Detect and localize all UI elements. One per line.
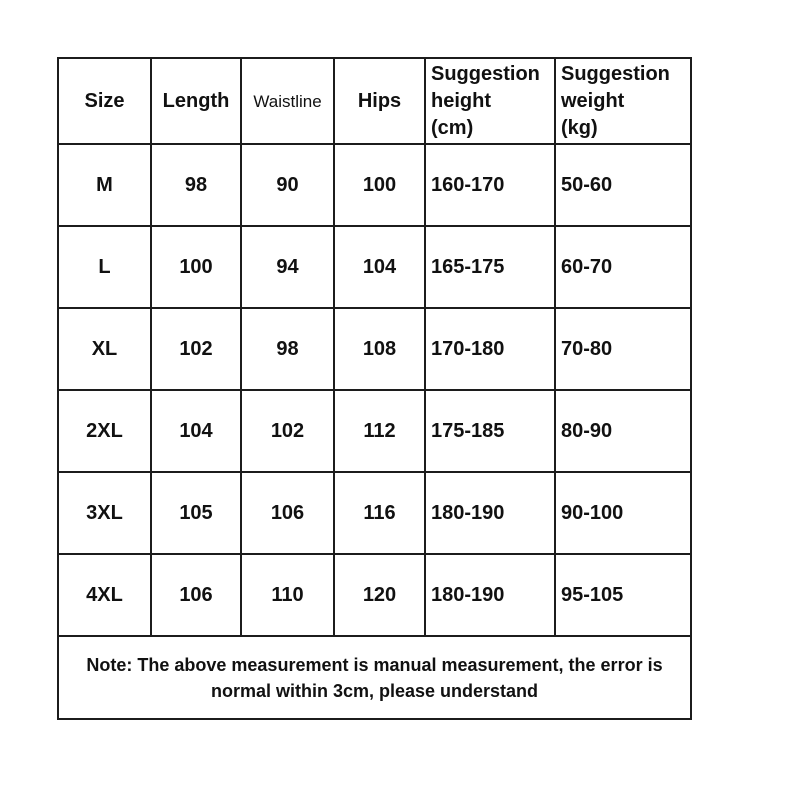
cell-length: 104 <box>150 389 242 473</box>
cell-suggestion-height: 180-190 <box>424 553 556 637</box>
cell-size: L <box>57 225 152 309</box>
table-row: M 98 90 100 160-170 50-60 <box>57 143 692 227</box>
cell-suggestion-weight: 60-70 <box>554 225 692 309</box>
cell-suggestion-weight: 95-105 <box>554 553 692 637</box>
cell-waistline: 102 <box>240 389 335 473</box>
cell-hips: 116 <box>333 471 426 555</box>
cell-suggestion-height: 170-180 <box>424 307 556 391</box>
cell-waistline: 110 <box>240 553 335 637</box>
header-row: Size Length Waistline Hips Suggestion he… <box>57 57 692 145</box>
cell-size: XL <box>57 307 152 391</box>
cell-hips: 120 <box>333 553 426 637</box>
cell-suggestion-weight: 80-90 <box>554 389 692 473</box>
table-row: L 100 94 104 165-175 60-70 <box>57 225 692 309</box>
table-row: 2XL 104 102 112 175-185 80-90 <box>57 389 692 473</box>
table-footer: Note: The above measurement is manual me… <box>57 635 692 720</box>
cell-suggestion-weight: 90-100 <box>554 471 692 555</box>
table-header: Size Length Waistline Hips Suggestion he… <box>57 57 692 145</box>
cell-hips: 104 <box>333 225 426 309</box>
cell-hips: 112 <box>333 389 426 473</box>
col-header-suggestion-weight: Suggestion weight (kg) <box>554 57 692 145</box>
note-cell: Note: The above measurement is manual me… <box>57 635 692 720</box>
cell-length: 105 <box>150 471 242 555</box>
table-row: 4XL 106 110 120 180-190 95-105 <box>57 553 692 637</box>
cell-waistline: 90 <box>240 143 335 227</box>
col-header-waistline: Waistline <box>240 57 335 145</box>
col-header-suggestion-height: Suggestion height (cm) <box>424 57 556 145</box>
cell-hips: 108 <box>333 307 426 391</box>
cell-size: M <box>57 143 152 227</box>
cell-suggestion-height: 165-175 <box>424 225 556 309</box>
cell-suggestion-weight: 70-80 <box>554 307 692 391</box>
cell-length: 98 <box>150 143 242 227</box>
cell-waistline: 94 <box>240 225 335 309</box>
cell-waistline: 106 <box>240 471 335 555</box>
cell-suggestion-height: 180-190 <box>424 471 556 555</box>
note-row: Note: The above measurement is manual me… <box>57 635 692 720</box>
cell-suggestion-weight: 50-60 <box>554 143 692 227</box>
cell-length: 106 <box>150 553 242 637</box>
cell-length: 100 <box>150 225 242 309</box>
table-body: M 98 90 100 160-170 50-60 L 100 94 104 165-175 60-7… <box>57 143 692 637</box>
cell-size: 4XL <box>57 553 152 637</box>
cell-suggestion-height: 160-170 <box>424 143 556 227</box>
cell-suggestion-height: 175-185 <box>424 389 556 473</box>
cell-length: 102 <box>150 307 242 391</box>
cell-size: 3XL <box>57 471 152 555</box>
size-chart-table: Size Length Waistline Hips Suggestion he… <box>57 57 692 720</box>
col-header-length: Length <box>150 57 242 145</box>
cell-hips: 100 <box>333 143 426 227</box>
table-row: XL 102 98 108 170-180 70-80 <box>57 307 692 391</box>
table-row: 3XL 105 106 116 180-190 90-100 <box>57 471 692 555</box>
col-header-size: Size <box>57 57 152 145</box>
cell-waistline: 98 <box>240 307 335 391</box>
cell-size: 2XL <box>57 389 152 473</box>
col-header-hips: Hips <box>333 57 426 145</box>
